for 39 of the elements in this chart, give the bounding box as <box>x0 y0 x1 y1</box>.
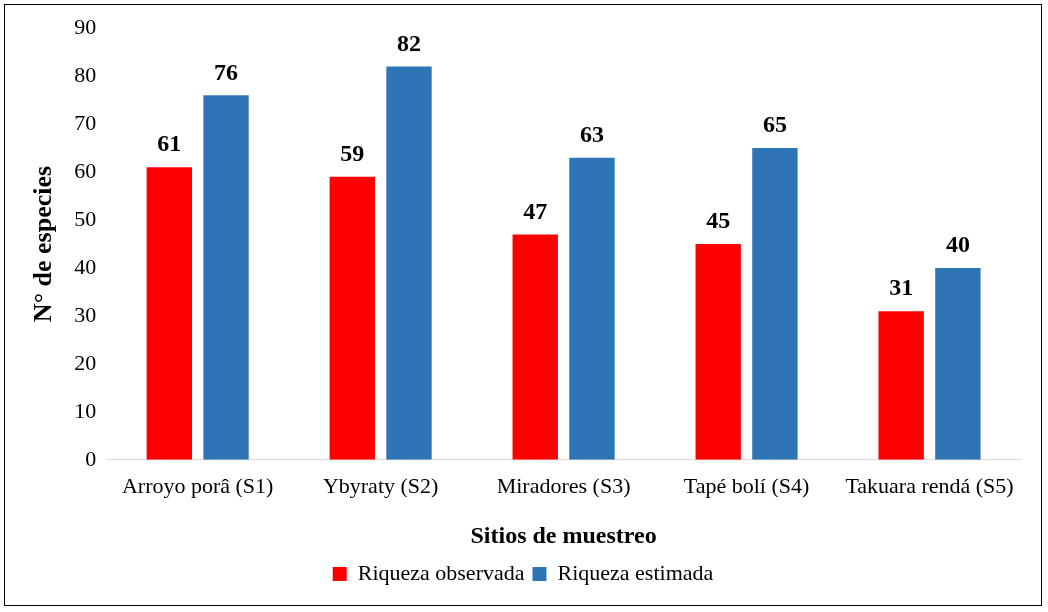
y-axis-title: N° de especies <box>28 165 58 323</box>
data-label: 63 <box>579 120 604 147</box>
y-tick-label: 90 <box>74 13 97 39</box>
y-tick-label: 10 <box>74 397 97 423</box>
bar <box>878 311 924 460</box>
data-label: 31 <box>889 274 914 301</box>
y-tick-label: 70 <box>74 109 97 135</box>
x-tick-label: Ybyraty (S2) <box>322 472 439 498</box>
bar <box>935 267 981 460</box>
y-tick-label: 80 <box>74 61 97 87</box>
bar <box>569 157 615 460</box>
y-tick-label: 40 <box>74 253 97 279</box>
y-tick-label: 50 <box>74 205 97 231</box>
y-tick-label: 20 <box>74 349 97 375</box>
bar <box>203 95 249 460</box>
data-label: 65 <box>762 111 787 138</box>
data-label: 45 <box>706 207 731 234</box>
data-label: 82 <box>397 29 421 56</box>
data-label: 61 <box>157 130 182 157</box>
data-label: 59 <box>340 140 365 167</box>
x-axis-title: Sitios de muestreo <box>470 521 657 548</box>
x-tick-label: Tapé bolí (S4) <box>683 472 810 498</box>
x-tick-label: Miradores (S3) <box>496 472 631 498</box>
y-tick-label: 60 <box>74 157 97 183</box>
data-label: 47 <box>523 197 548 224</box>
x-tick-label: Takuara rendá (S5) <box>845 472 1014 498</box>
legend-label: Riqueza estimada <box>557 559 714 585</box>
data-label: 40 <box>945 231 970 258</box>
bar <box>386 66 432 460</box>
legend-label: Riqueza observada <box>357 559 525 585</box>
bar <box>329 176 375 460</box>
x-tick-label: Arroyo porâ (S1) <box>121 472 274 498</box>
bar <box>695 244 741 460</box>
bar <box>512 234 558 460</box>
data-label: 76 <box>214 58 239 85</box>
bar <box>146 167 193 460</box>
y-tick-label: 0 <box>85 445 97 471</box>
y-tick-label: 30 <box>74 301 97 327</box>
bar <box>752 148 798 460</box>
